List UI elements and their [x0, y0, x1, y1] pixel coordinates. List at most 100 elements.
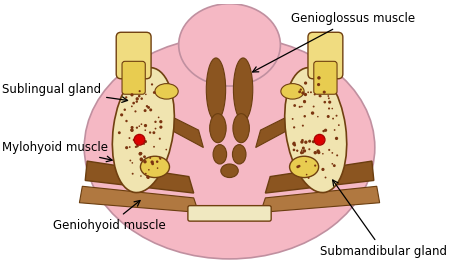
Circle shape: [147, 177, 149, 179]
Circle shape: [135, 135, 144, 144]
Circle shape: [335, 137, 338, 140]
Circle shape: [317, 151, 320, 154]
Circle shape: [331, 108, 333, 109]
Circle shape: [303, 100, 306, 103]
Circle shape: [325, 177, 327, 178]
Circle shape: [138, 125, 140, 127]
Circle shape: [328, 101, 331, 104]
Circle shape: [328, 107, 330, 110]
Circle shape: [143, 160, 146, 163]
Circle shape: [149, 109, 152, 111]
Circle shape: [296, 165, 299, 168]
Circle shape: [125, 120, 128, 122]
Polygon shape: [255, 106, 309, 148]
Circle shape: [338, 124, 340, 126]
Circle shape: [138, 139, 141, 142]
Circle shape: [136, 145, 139, 147]
Ellipse shape: [84, 36, 375, 259]
Circle shape: [313, 151, 317, 154]
Circle shape: [322, 130, 325, 132]
Circle shape: [130, 93, 134, 97]
Circle shape: [308, 148, 310, 150]
Circle shape: [139, 152, 142, 155]
Circle shape: [153, 146, 155, 148]
Circle shape: [124, 109, 126, 111]
Circle shape: [292, 118, 293, 120]
FancyBboxPatch shape: [314, 61, 337, 94]
Ellipse shape: [233, 114, 249, 143]
Circle shape: [317, 116, 319, 118]
Circle shape: [153, 131, 155, 134]
Ellipse shape: [233, 58, 253, 121]
Ellipse shape: [210, 114, 226, 143]
Circle shape: [165, 149, 167, 150]
Circle shape: [293, 104, 296, 107]
Circle shape: [331, 152, 333, 154]
Circle shape: [311, 111, 314, 115]
Circle shape: [321, 168, 325, 171]
Circle shape: [143, 143, 145, 145]
Circle shape: [333, 164, 336, 167]
Circle shape: [292, 142, 296, 144]
Circle shape: [159, 138, 161, 140]
Circle shape: [144, 109, 146, 112]
Circle shape: [323, 91, 326, 94]
Ellipse shape: [290, 156, 319, 177]
Circle shape: [143, 155, 146, 158]
Circle shape: [301, 91, 305, 95]
Circle shape: [140, 158, 143, 161]
Circle shape: [136, 97, 139, 101]
Circle shape: [308, 140, 311, 143]
Circle shape: [140, 152, 143, 155]
Circle shape: [301, 149, 303, 151]
Circle shape: [327, 115, 330, 118]
Circle shape: [304, 93, 307, 96]
Circle shape: [145, 94, 146, 95]
Circle shape: [146, 175, 150, 179]
Circle shape: [130, 126, 134, 129]
Circle shape: [155, 128, 156, 130]
Circle shape: [140, 175, 142, 177]
Circle shape: [303, 149, 306, 153]
FancyBboxPatch shape: [188, 206, 271, 221]
Circle shape: [146, 105, 148, 107]
Ellipse shape: [213, 145, 227, 164]
Circle shape: [292, 142, 295, 146]
Polygon shape: [150, 106, 203, 148]
Circle shape: [138, 90, 141, 92]
Circle shape: [298, 165, 301, 167]
Ellipse shape: [112, 68, 174, 193]
Circle shape: [144, 124, 147, 127]
Circle shape: [328, 149, 330, 151]
Circle shape: [159, 157, 160, 159]
Circle shape: [310, 91, 312, 93]
Circle shape: [141, 123, 142, 125]
Circle shape: [118, 131, 121, 134]
Circle shape: [129, 160, 131, 161]
Circle shape: [300, 140, 303, 144]
Circle shape: [323, 101, 326, 103]
Circle shape: [312, 140, 315, 143]
Circle shape: [313, 106, 315, 107]
Circle shape: [140, 97, 143, 100]
Circle shape: [150, 160, 154, 164]
Circle shape: [302, 124, 304, 127]
Circle shape: [308, 177, 310, 179]
Circle shape: [293, 126, 295, 128]
Circle shape: [300, 88, 302, 91]
Circle shape: [303, 115, 306, 118]
Circle shape: [316, 149, 320, 153]
Circle shape: [149, 157, 151, 159]
Ellipse shape: [140, 156, 170, 177]
Polygon shape: [265, 161, 374, 193]
Circle shape: [125, 96, 128, 98]
Circle shape: [125, 146, 128, 149]
Circle shape: [336, 115, 337, 117]
Circle shape: [292, 149, 295, 151]
Circle shape: [159, 120, 163, 123]
Circle shape: [131, 162, 133, 164]
Circle shape: [324, 129, 327, 132]
Ellipse shape: [221, 164, 238, 177]
Circle shape: [120, 113, 123, 117]
Circle shape: [332, 118, 334, 119]
